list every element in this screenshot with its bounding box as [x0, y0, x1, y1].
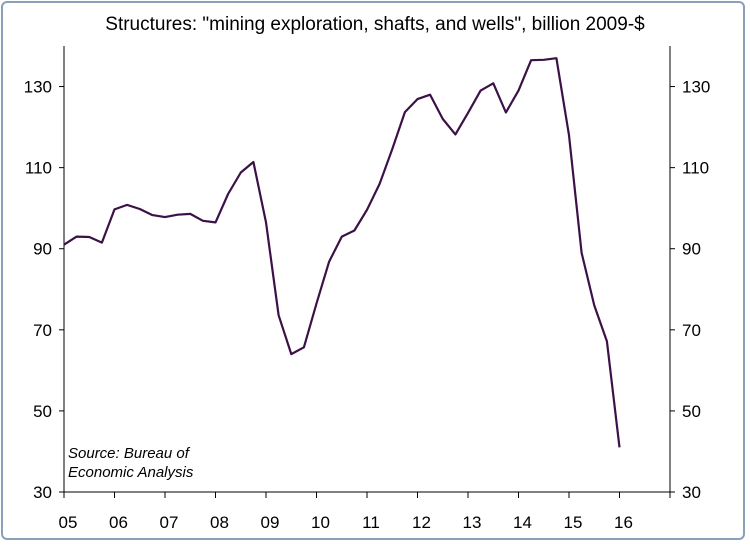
y-tick-label-right: 130 — [682, 78, 710, 97]
y-tick-label-left: 90 — [33, 240, 52, 259]
y-tick-label-left: 110 — [25, 159, 52, 178]
y-tick-label-right: 110 — [682, 159, 709, 178]
y-tick-label-left: 130 — [24, 78, 52, 97]
x-tick-label: 09 — [261, 513, 280, 532]
x-tick-label: 08 — [210, 513, 229, 532]
source-note: Source: Bureau of Economic Analysis — [68, 444, 193, 482]
y-tick-label-right: 70 — [682, 321, 701, 340]
x-tick-label: 14 — [513, 513, 532, 532]
x-tick-label: 13 — [463, 513, 482, 532]
x-tick-label: 11 — [362, 513, 380, 532]
y-tick-label-right: 90 — [682, 240, 701, 259]
y-tick-label-left: 30 — [33, 483, 52, 502]
chart-title: Structures: "mining exploration, shafts,… — [105, 14, 645, 35]
x-tick-label: 07 — [160, 513, 179, 532]
x-tick-label: 16 — [614, 513, 633, 532]
y-tick-label-left: 70 — [33, 321, 52, 340]
x-tick-label: 15 — [564, 513, 583, 532]
x-tick-label: 06 — [109, 513, 128, 532]
x-tick-label: 05 — [59, 513, 78, 532]
series-line — [63, 57, 621, 448]
source-line-1: Source: Bureau of — [68, 445, 189, 462]
x-tick-label: 10 — [311, 513, 330, 532]
y-tick-label-right: 30 — [682, 483, 701, 502]
y-tick-label-left: 50 — [33, 402, 52, 421]
source-line-2: Economic Analysis — [68, 464, 194, 481]
x-tick-label: 12 — [412, 513, 431, 532]
y-tick-label-right: 50 — [682, 402, 701, 421]
